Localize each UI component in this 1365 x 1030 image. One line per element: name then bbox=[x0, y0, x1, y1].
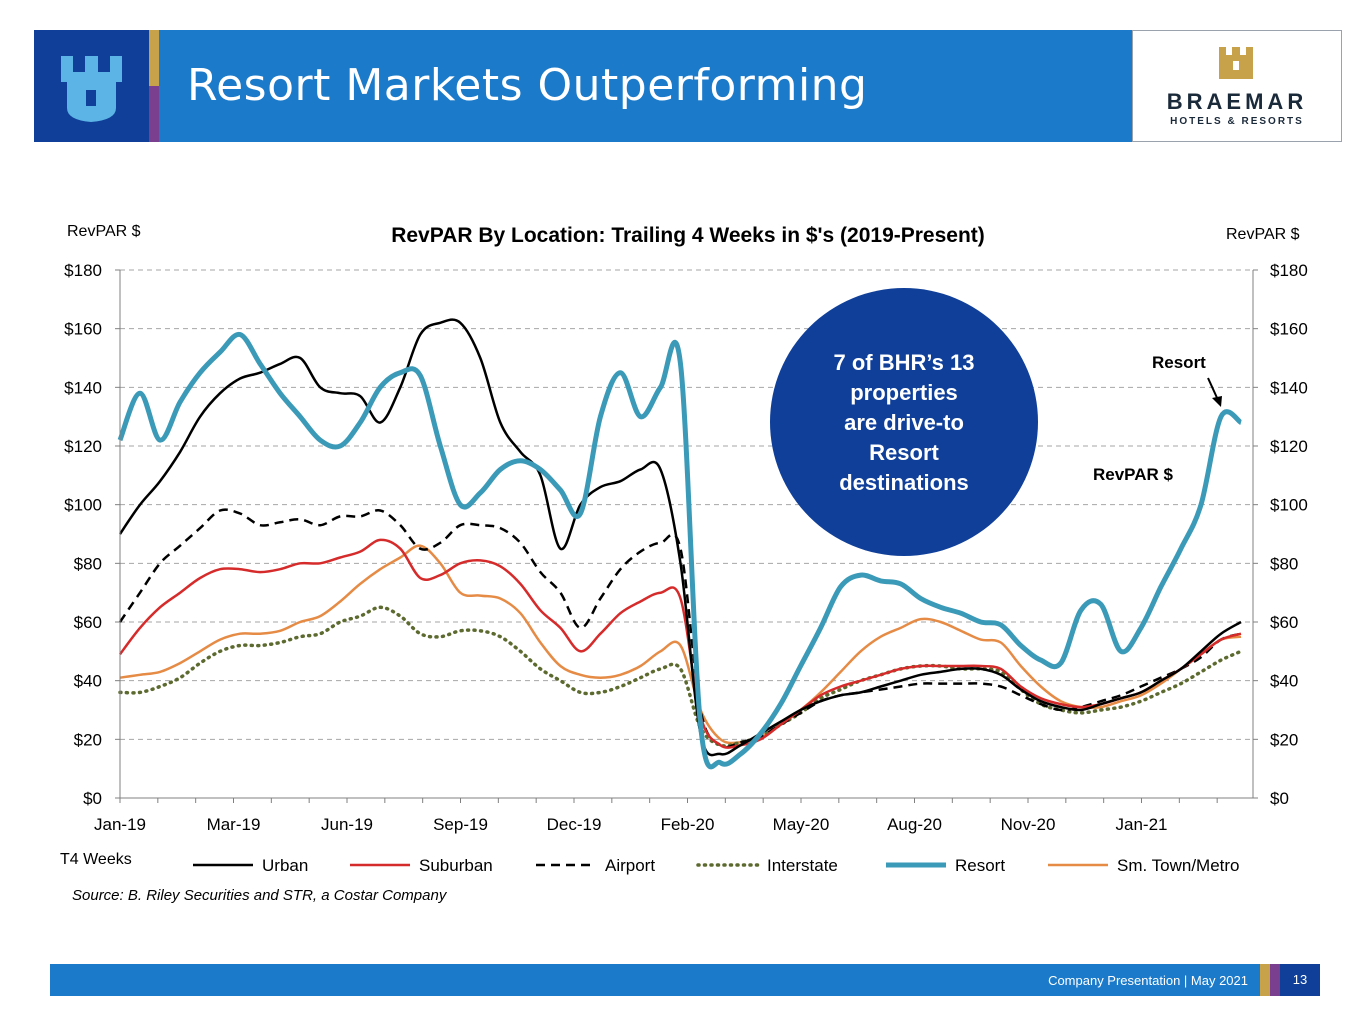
resort-annotation-label: Resort bbox=[1152, 353, 1206, 372]
series-line-urban bbox=[118, 318, 1242, 757]
footer-bar: Company Presentation | May 2021 13 bbox=[50, 964, 1320, 996]
y-tick-label-right: $140 bbox=[1270, 378, 1308, 397]
x-tick-label: Mar-19 bbox=[207, 815, 261, 834]
legend-label: Interstate bbox=[767, 856, 838, 875]
page-number: 13 bbox=[1280, 964, 1320, 996]
chart-title: RevPAR By Location: Trailing 4 Weeks in … bbox=[391, 224, 985, 247]
legend-label: Sm. Town/Metro bbox=[1117, 856, 1240, 875]
y-tick-label-right: $80 bbox=[1270, 554, 1298, 573]
header-icon-box bbox=[34, 30, 149, 142]
series-line-suburban bbox=[118, 538, 1242, 749]
braemar-logo: BRAEMAR HOTELS & RESORTS bbox=[1132, 30, 1342, 142]
x-tick-label: Feb-20 bbox=[661, 815, 715, 834]
castle-logo-icon bbox=[1219, 47, 1253, 79]
x-tick-label: Jan-19 bbox=[94, 815, 146, 834]
x-tick-label: Jan-21 bbox=[1116, 815, 1168, 834]
x-tick-label: Sep-19 bbox=[433, 815, 488, 834]
annotation-bubble-text: 7 of BHR’s 13 properties are drive-to Resor… bbox=[833, 350, 974, 495]
y-tick-label-left: $120 bbox=[64, 437, 102, 456]
y-tick-label-right: $100 bbox=[1270, 496, 1308, 515]
y-tick-label-right: $60 bbox=[1270, 613, 1298, 632]
series-line-airport bbox=[118, 508, 1242, 749]
logo-name: BRAEMAR bbox=[1166, 89, 1308, 114]
y-tick-label-right: $0 bbox=[1270, 789, 1289, 808]
y-tick-label-left: $100 bbox=[64, 496, 102, 515]
x-axis-label: T4 Weeks bbox=[60, 851, 132, 868]
x-tick-label: Jun-19 bbox=[321, 815, 373, 834]
y-tick-label-left: $40 bbox=[74, 672, 102, 691]
legend-label: Airport bbox=[605, 856, 655, 875]
y-tick-label-left: $20 bbox=[74, 730, 102, 749]
y-tick-label-right: $20 bbox=[1270, 730, 1298, 749]
y-tick-label-right: $120 bbox=[1270, 437, 1308, 456]
page-title: Resort Markets Outperforming bbox=[187, 60, 868, 111]
revpar-chart: RevPAR By Location: Trailing 4 Weeks in … bbox=[0, 200, 1365, 920]
y-tick-label-right: $180 bbox=[1270, 261, 1308, 280]
y-axis-label-right: RevPAR $ bbox=[1226, 226, 1300, 243]
y-tick-label-left: $60 bbox=[74, 613, 102, 632]
header-banner: Resort Markets Outperforming BRAEMAR HOT… bbox=[34, 30, 1342, 142]
series-line-resort bbox=[117, 331, 1243, 770]
source-note: Source: B. Riley Securities and STR, a C… bbox=[72, 887, 448, 904]
y-axis-label-left: RevPAR $ bbox=[67, 223, 141, 240]
x-tick-label: Dec-19 bbox=[547, 815, 602, 834]
footer-stripe-purple bbox=[1270, 964, 1280, 996]
y-tick-label-right: $40 bbox=[1270, 672, 1298, 691]
series-line-sm-town-metro bbox=[119, 544, 1242, 745]
y-tick-label-left: $160 bbox=[64, 320, 102, 339]
resort-annotation-arrowhead bbox=[1212, 396, 1222, 407]
legend-label: Urban bbox=[262, 856, 308, 875]
logo-subtitle: HOTELS & RESORTS bbox=[1170, 116, 1304, 127]
resort-annotation-arrow bbox=[1207, 377, 1219, 401]
chart-svg: RevPAR By Location: Trailing 4 Weeks in … bbox=[60, 223, 1308, 904]
y-tick-label-right: $160 bbox=[1270, 320, 1308, 339]
x-tick-label: Aug-20 bbox=[887, 815, 942, 834]
x-tick-label: May-20 bbox=[773, 815, 830, 834]
header-accent-stripe bbox=[149, 30, 159, 142]
y-tick-label-left: $180 bbox=[64, 261, 102, 280]
legend-label: Suburban bbox=[419, 856, 493, 875]
legend: Urban Suburban Airport Interstate Resort Sm. … bbox=[193, 856, 1240, 875]
y-tick-label-left: $140 bbox=[64, 378, 102, 397]
revpar-annotation-label: RevPAR $ bbox=[1093, 465, 1174, 484]
footer-text: Company Presentation | May 2021 bbox=[1048, 973, 1248, 988]
y-tick-label-left: $80 bbox=[74, 554, 102, 573]
annotation-bubble bbox=[770, 288, 1038, 556]
x-tick-label: Nov-20 bbox=[1001, 815, 1056, 834]
y-tick-label-left: $0 bbox=[83, 789, 102, 808]
header-title-bar: Resort Markets Outperforming bbox=[159, 30, 1132, 142]
footer-stripe-gold bbox=[1260, 964, 1270, 996]
legend-label: Resort bbox=[955, 856, 1005, 875]
castle-icon bbox=[61, 56, 122, 122]
